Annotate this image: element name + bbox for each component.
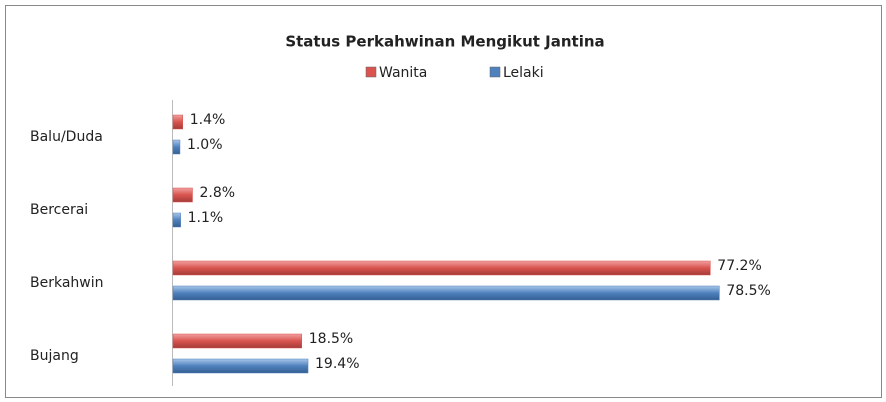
bar	[172, 114, 183, 130]
value-label: 78.5%	[726, 283, 770, 299]
legend-swatch	[489, 66, 501, 78]
bar	[172, 260, 711, 276]
category-label: Balu/Duda	[30, 129, 103, 145]
category-label: Bercerai	[30, 202, 88, 218]
category-label: Berkahwin	[30, 275, 104, 291]
legend-label: Wanita	[379, 65, 427, 81]
bar	[172, 285, 720, 301]
bar	[172, 212, 181, 228]
bar	[172, 187, 193, 203]
value-label: 1.4%	[190, 112, 226, 128]
value-label: 19.4%	[315, 356, 359, 372]
bar	[172, 333, 303, 349]
value-label: 77.2%	[717, 258, 761, 274]
legend-label: Lelaki	[503, 65, 544, 81]
value-label: 1.1%	[188, 210, 224, 226]
category-label: Bujang	[30, 348, 79, 364]
bar	[172, 139, 181, 155]
chart-border	[5, 5, 882, 398]
bar	[172, 358, 309, 374]
legend-swatch	[365, 66, 377, 78]
chart-title: Status Perkahwinan Mengikut Jantina	[285, 33, 604, 51]
value-label: 18.5%	[309, 331, 353, 347]
value-label: 2.8%	[199, 185, 235, 201]
value-label: 1.0%	[187, 137, 223, 153]
